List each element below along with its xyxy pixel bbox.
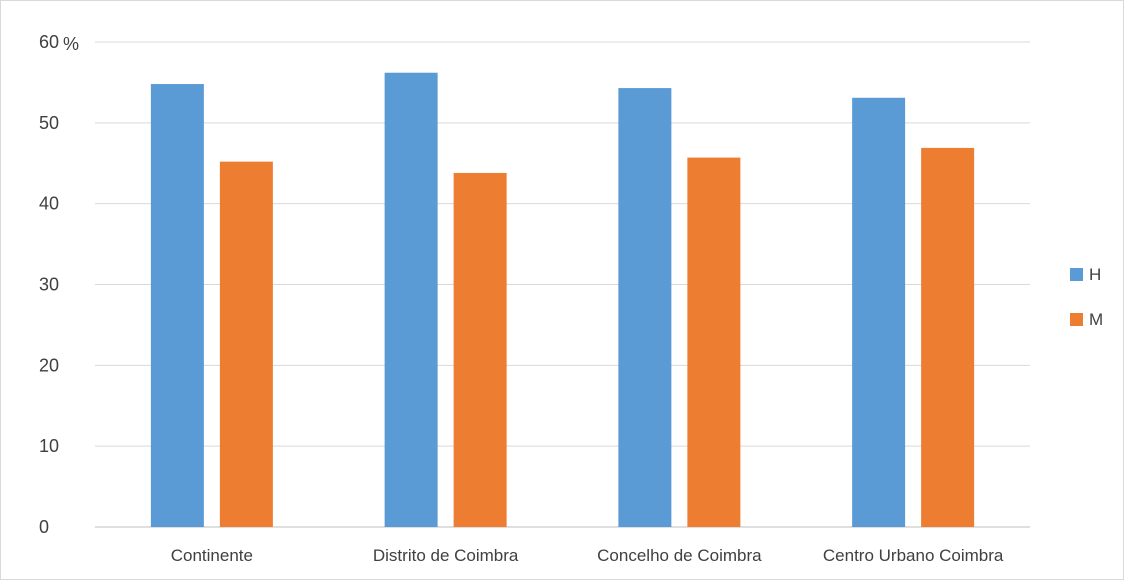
bar-m xyxy=(219,161,273,527)
x-tick-label: Continente xyxy=(171,546,253,565)
legend-label: H xyxy=(1089,265,1101,284)
x-axis: Continente Distrito de Coimbra Concelho de… xyxy=(171,546,1004,565)
y-tick-label: 50 xyxy=(39,113,59,133)
bar-h xyxy=(150,84,204,528)
y-tick-label: 30 xyxy=(39,275,59,295)
y-tick-label: 20 xyxy=(39,355,59,375)
y-tick-label: 40 xyxy=(39,194,59,214)
x-tick-label: Concelho de Coimbra xyxy=(597,546,762,565)
y-tick-label: 0 xyxy=(39,517,49,537)
y-tick-label: 10 xyxy=(39,436,59,456)
bar-m xyxy=(921,147,975,527)
bar-m xyxy=(453,172,507,527)
legend: HM xyxy=(1070,265,1103,329)
x-tick-label: Distrito de Coimbra xyxy=(373,546,519,565)
bar-m xyxy=(687,157,741,527)
x-tick-label: Centro Urbano Coimbra xyxy=(823,546,1004,565)
legend-label: M xyxy=(1089,310,1103,329)
y-unit-label: % xyxy=(63,34,79,54)
y-axis: 0 10 20 30 40 50 60 xyxy=(39,32,59,537)
legend-swatch-m xyxy=(1070,313,1083,326)
legend-swatch-h xyxy=(1070,268,1083,281)
bar-h xyxy=(618,88,672,527)
y-tick-label: 60 xyxy=(39,32,59,52)
bar-h xyxy=(384,72,438,527)
bars xyxy=(150,72,975,528)
bar-h xyxy=(852,97,906,528)
